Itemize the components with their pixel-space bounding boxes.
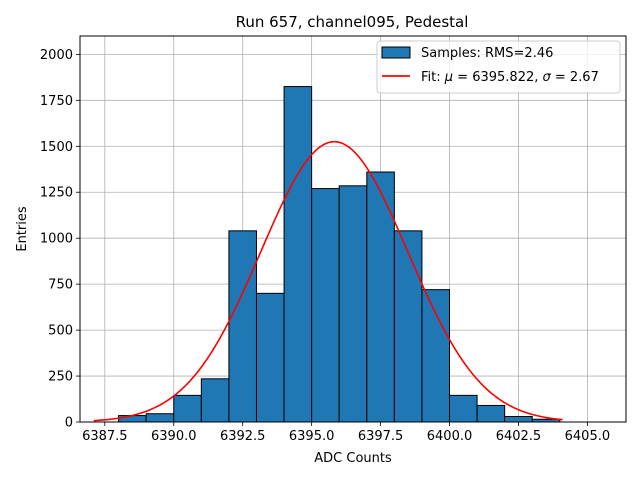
x-axis-label: ADC Counts (314, 451, 392, 466)
histogram-bar (338, 185, 368, 423)
chart-title: Run 657, channel095, Pedestal (236, 13, 469, 31)
legend-histogram-label: Samples: RMS=2.46 (421, 46, 553, 61)
fit-sigma-value: = 2.67 (551, 70, 599, 85)
histogram-bar (173, 394, 202, 423)
histogram-bar (449, 394, 478, 423)
y-axis-label: Entries (15, 206, 30, 252)
y-tick-label: 1500 (40, 140, 73, 155)
legend-histogram-swatch (381, 46, 411, 59)
x-tick-label: 6397.5 (358, 429, 404, 444)
x-tick-label: 6392.5 (220, 429, 266, 444)
histogram-bar (145, 413, 175, 423)
y-tick-label: 1250 (40, 186, 73, 201)
histogram-bar (311, 188, 340, 423)
fit-curve (93, 140, 563, 422)
histogram-bars (118, 86, 561, 423)
histogram-bar (504, 415, 533, 423)
histogram-bar (283, 86, 313, 423)
histogram-bar (228, 230, 257, 423)
histogram-bar (118, 415, 147, 423)
histogram-bar (255, 292, 285, 423)
legend-fit-label: Fit: μ = 6395.822, σ = 2.67 (421, 70, 599, 85)
x-tick-label: 6405.0 (565, 429, 611, 444)
histogram-bar (366, 171, 395, 423)
y-tick-label: 750 (48, 278, 73, 293)
histogram-bar (200, 378, 230, 423)
fit-sigma-symbol: σ (543, 70, 552, 85)
histogram-bar (476, 404, 506, 423)
y-tick-label: 1750 (40, 94, 73, 109)
x-axis-ticks: 6387.5 6390.0 6392.5 6395.0 6397.5 6400.0 6402… (82, 422, 610, 444)
histogram-bar (393, 230, 423, 423)
legend: Samples: RMS=2.46 Fit: μ = 6395.822, σ =… (376, 40, 621, 94)
legend-box (376, 40, 621, 94)
y-tick-label: 500 (48, 324, 73, 339)
y-tick-label: 2000 (40, 48, 73, 63)
fit-mu-value: = 6395.822, (453, 70, 542, 85)
x-tick-label: 6400.0 (427, 429, 473, 444)
x-tick-label: 6402.5 (496, 429, 542, 444)
y-tick-label: 1000 (40, 232, 73, 247)
y-axis-ticks: 0 250 500 750 1000 1250 1500 1750 2000 (40, 48, 80, 431)
fit-mu-symbol: μ (444, 70, 453, 85)
x-tick-label: 6387.5 (82, 429, 128, 444)
x-tick-label: 6395.0 (289, 429, 335, 444)
x-tick-label: 6390.0 (151, 429, 197, 444)
y-tick-label: 0 (65, 416, 73, 431)
y-tick-label: 250 (48, 370, 73, 385)
fit-label-prefix: Fit: (421, 70, 445, 85)
plot-frame (79, 35, 627, 423)
histogram-bar (421, 289, 451, 423)
